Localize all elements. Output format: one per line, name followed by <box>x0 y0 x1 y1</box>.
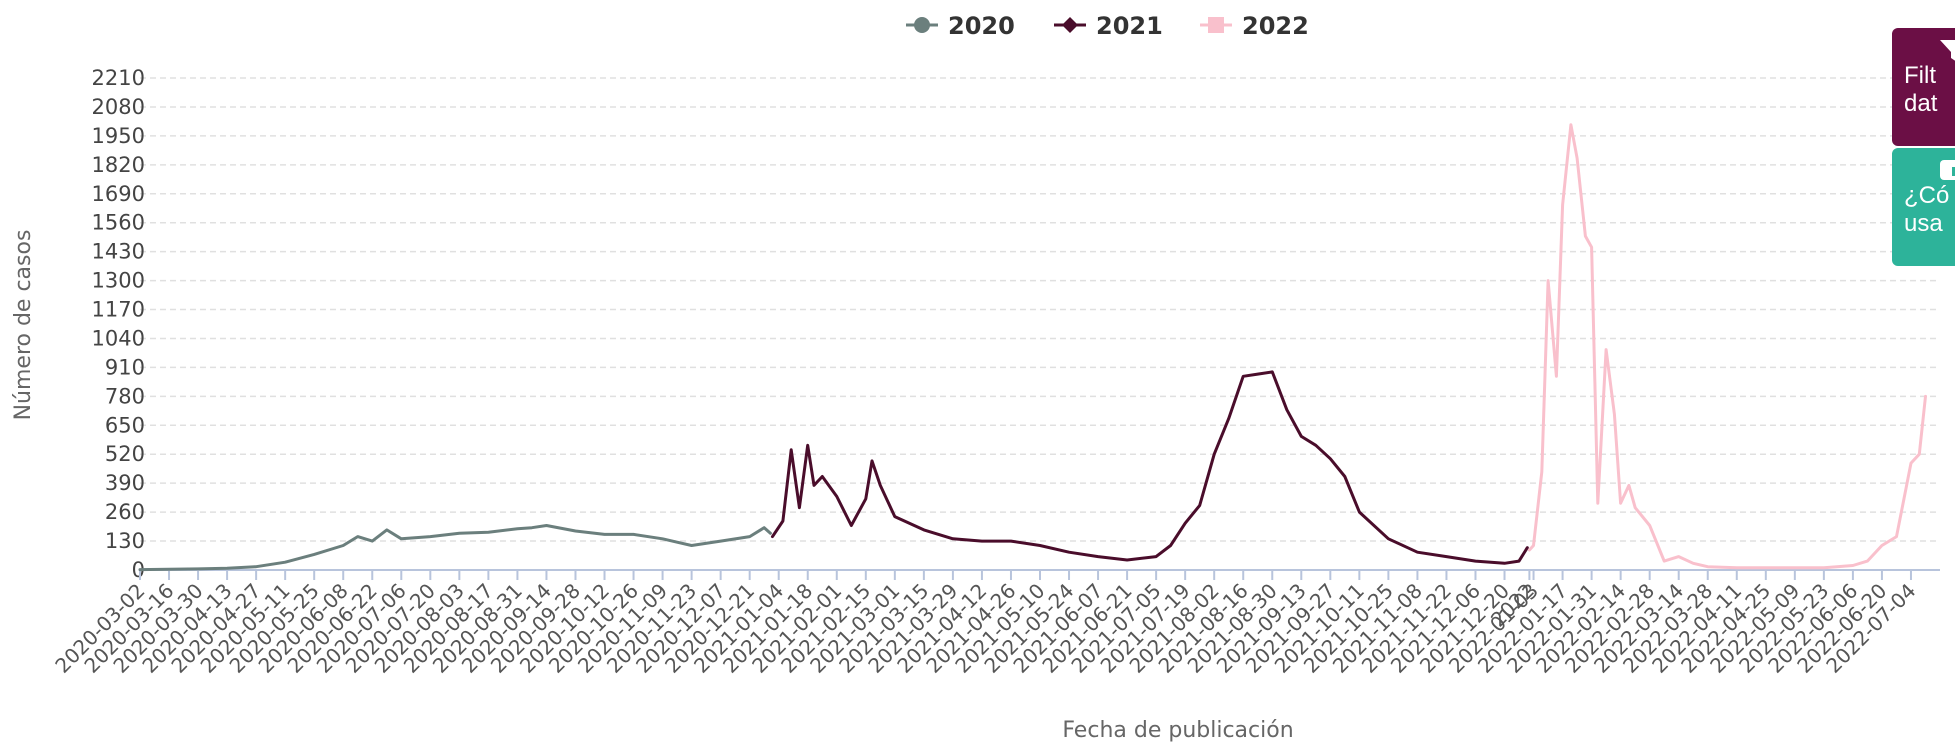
y-tick-label: 260 <box>105 500 145 524</box>
y-tick-label: 650 <box>105 413 145 437</box>
series-line-2022 <box>1529 125 1925 568</box>
y-tick-label: 1560 <box>92 211 145 235</box>
legend-item-2020[interactable]: 2020 <box>906 12 1015 40</box>
y-axis: 0130260390520650780910104011701300143015… <box>92 66 145 582</box>
series-line-2020 <box>140 526 770 570</box>
series-line-2021 <box>773 372 1528 563</box>
y-tick-label: 1950 <box>92 124 145 148</box>
legend-item-2022[interactable]: 2022 <box>1200 12 1309 40</box>
info-icon <box>1940 160 1955 182</box>
how-to-use-button[interactable]: ¿Có usa <box>1892 148 1955 266</box>
how-to-use-label: ¿Có usa <box>1892 182 1955 238</box>
filter-data-button[interactable]: Filt dat <box>1892 28 1955 146</box>
y-tick-label: 1300 <box>92 269 145 293</box>
x-axis: 2020-03-022020-03-162020-03-302020-04-13… <box>50 570 1940 678</box>
y-tick-label: 1170 <box>92 298 145 322</box>
legend-item-2021[interactable]: 2021 <box>1054 12 1163 40</box>
filter-data-label: Filt dat <box>1892 62 1955 118</box>
legend-marker-circle <box>914 17 930 33</box>
y-tick-label: 2210 <box>92 66 145 90</box>
y-axis-title: Número de casos <box>11 230 36 421</box>
x-axis-title: Fecha de publicación <box>1062 718 1293 743</box>
y-tick-label: 910 <box>105 355 145 379</box>
y-tick-label: 1040 <box>92 326 145 350</box>
grid-lines <box>140 78 1940 570</box>
legend-label: 2022 <box>1242 12 1309 40</box>
y-tick-label: 1430 <box>92 240 145 264</box>
legend-marker-square <box>1208 17 1224 33</box>
y-tick-label: 1690 <box>92 182 145 206</box>
series-lines <box>140 125 1926 570</box>
legend-label: 2020 <box>948 12 1015 40</box>
y-tick-label: 520 <box>105 442 145 466</box>
y-tick-label: 130 <box>105 529 145 553</box>
y-tick-label: 1820 <box>92 153 145 177</box>
y-tick-label: 780 <box>105 384 145 408</box>
y-tick-label: 2080 <box>92 95 145 119</box>
y-tick-label: 390 <box>105 471 145 495</box>
funnel-icon <box>1940 40 1955 62</box>
legend-label: 2021 <box>1096 12 1163 40</box>
legend[interactable]: 2020 2021 2022 <box>906 12 1309 40</box>
legend-marker-diamond <box>1062 17 1078 33</box>
